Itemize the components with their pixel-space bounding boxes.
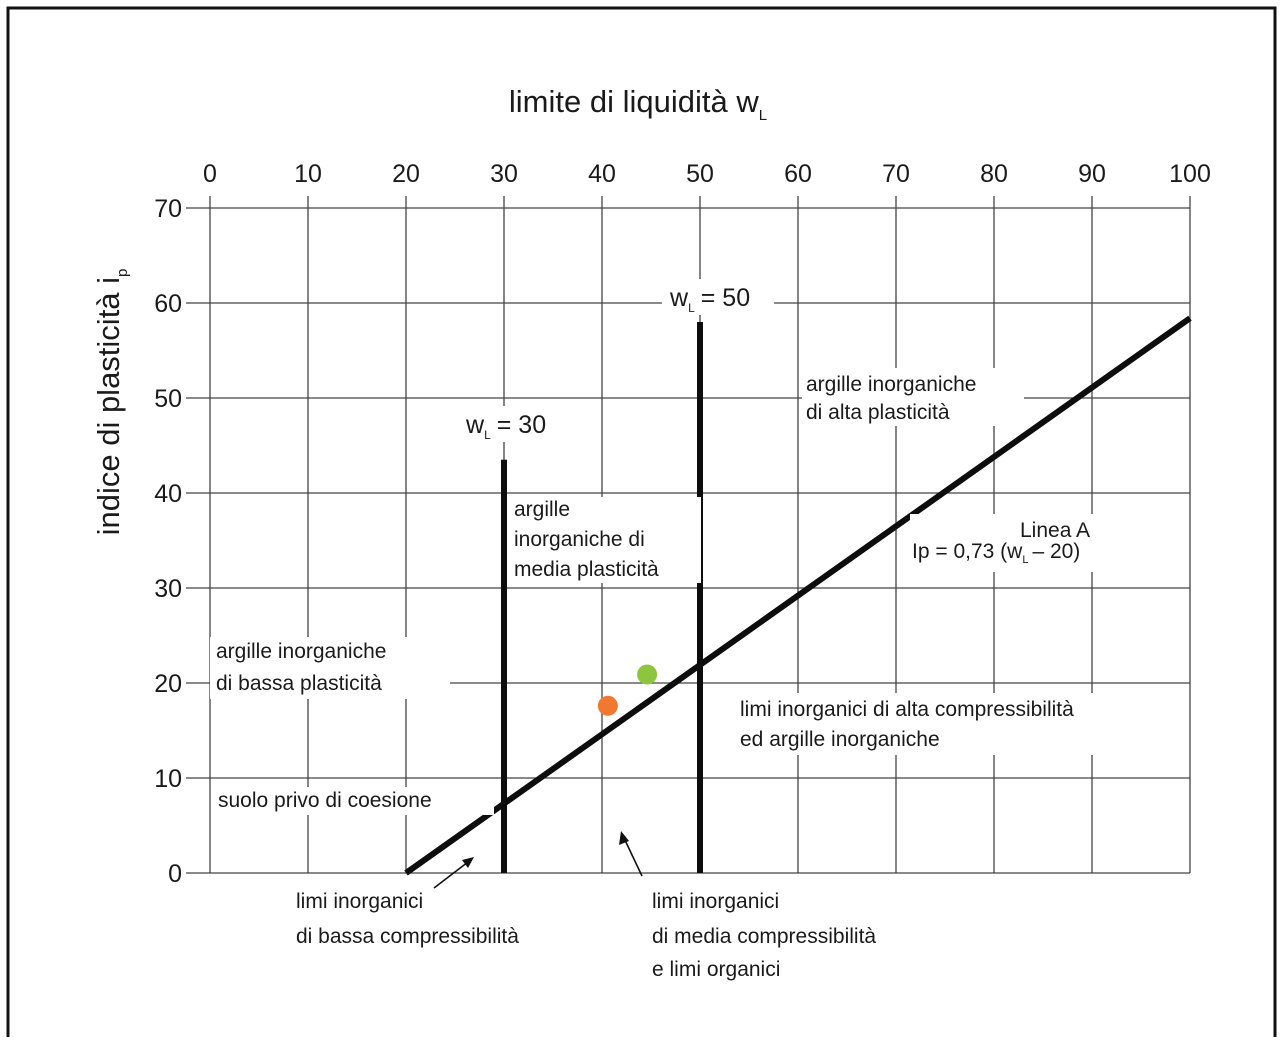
chart-lines <box>404 315 1192 876</box>
cohesionless-label: suolo privo di coesione <box>218 789 432 812</box>
medium-silt-arrowhead <box>619 831 629 845</box>
low-silt-line-2: di bassa compressibilità <box>296 925 519 948</box>
y-tick-label: 40 <box>154 480 182 508</box>
low-clay-bg <box>210 637 450 699</box>
annotations: wL = 30 wL = 50 argille inorganiche di alt… <box>210 279 1172 981</box>
data-point <box>597 695 618 716</box>
x-tick-label: 10 <box>294 160 322 188</box>
x-tick-label: 40 <box>588 160 616 188</box>
x-tick-label: 20 <box>392 160 420 188</box>
x-tick-label: 100 <box>1169 160 1211 188</box>
high-silt-line-1: limi inorganici di alta compressibilità <box>740 698 1074 721</box>
linea-a-label: Linea A <box>1020 519 1090 542</box>
medium-silt-line-1: limi inorganici <box>652 890 779 913</box>
linea-a-bg <box>910 514 1148 572</box>
x-tick-label: 80 <box>980 160 1008 188</box>
y-tick-label: 10 <box>154 765 182 793</box>
x-tick-label: 70 <box>882 160 910 188</box>
x-tick-label: 0 <box>203 160 217 188</box>
outer-border <box>6 6 1277 1042</box>
medium-silt-line-2: di media compressibilità <box>652 925 876 948</box>
y-axis-label: indice di plasticità ip <box>91 269 131 536</box>
medium-clay-bg <box>513 497 701 583</box>
wl30-label-bg <box>460 406 570 442</box>
low-silt-arrowhead <box>462 857 474 868</box>
y-tick-label: 20 <box>154 670 182 698</box>
medium-silt-arrow-line <box>623 837 643 877</box>
low-clay-line-2: di bassa plasticità <box>216 672 382 695</box>
chart-line <box>404 315 1192 876</box>
x-tick-label: 60 <box>784 160 812 188</box>
y-tick-label: 70 <box>154 195 182 223</box>
high-silt-line-2: ed argille inorganiche <box>740 728 940 751</box>
tick-labels: 0 10 20 30 40 50 60 70 80 90 100 0 10 20 30 40 50 60 70 <box>154 160 1211 888</box>
wl30-label: wL = 30 <box>465 411 546 442</box>
y-tick-label: 60 <box>154 290 182 318</box>
low-clay-line-1: argille inorganiche <box>216 640 386 663</box>
high-clay-line-2: di alta plasticità <box>806 401 950 424</box>
wl50-label-bg <box>662 279 774 315</box>
y-tick-label: 50 <box>154 385 182 413</box>
low-silt-arrow-line <box>433 861 469 889</box>
medium-clay-line-1: argille <box>514 498 570 521</box>
y-tick-label: 0 <box>168 860 182 888</box>
x-tick-label: 90 <box>1078 160 1106 188</box>
wl50-label: wL = 50 <box>669 284 750 315</box>
cohesionless-bg <box>214 787 494 815</box>
high-silt-bg <box>736 693 1172 755</box>
linea-a-equation: Ip = 0,73 (wL – 20) <box>912 540 1080 566</box>
medium-silt-line-3: e limi organici <box>652 958 780 981</box>
data-points <box>597 664 658 716</box>
data-point <box>637 664 658 685</box>
chart-title: limite di liquidità wL <box>509 84 767 124</box>
high-clay-bg <box>802 368 1024 426</box>
x-tick-label: 50 <box>686 160 714 188</box>
grid <box>186 196 1191 874</box>
medium-clay-line-2: inorganiche di <box>514 528 645 551</box>
low-silt-line-1: limi inorganici <box>296 890 423 913</box>
x-tick-label: 30 <box>490 160 518 188</box>
medium-clay-line-3: media plasticità <box>514 558 659 581</box>
high-clay-line-1: argille inorganiche <box>806 373 976 396</box>
y-tick-label: 30 <box>154 575 182 603</box>
